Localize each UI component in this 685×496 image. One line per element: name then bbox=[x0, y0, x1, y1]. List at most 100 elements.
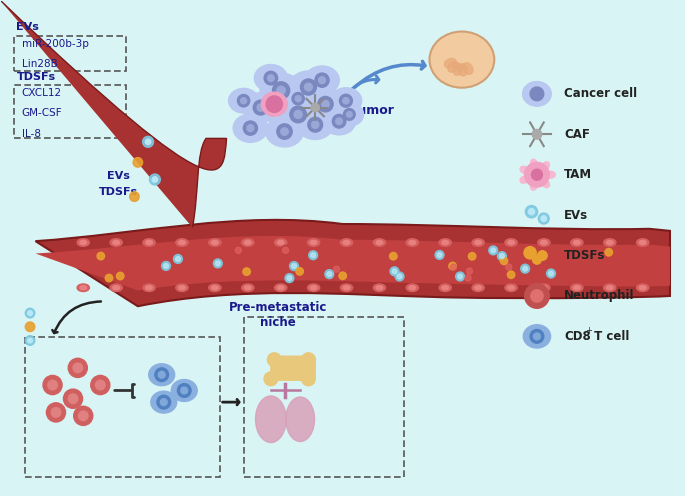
Ellipse shape bbox=[530, 181, 538, 190]
Circle shape bbox=[336, 118, 342, 124]
Circle shape bbox=[68, 358, 88, 377]
Ellipse shape bbox=[275, 239, 287, 247]
Ellipse shape bbox=[505, 284, 517, 292]
Ellipse shape bbox=[113, 241, 120, 245]
Circle shape bbox=[90, 375, 110, 395]
Circle shape bbox=[508, 271, 515, 279]
Circle shape bbox=[264, 71, 277, 85]
Circle shape bbox=[500, 257, 508, 265]
Circle shape bbox=[458, 274, 462, 279]
Circle shape bbox=[464, 266, 474, 276]
Ellipse shape bbox=[277, 241, 284, 245]
Circle shape bbox=[437, 252, 442, 257]
PathPatch shape bbox=[36, 220, 670, 306]
Ellipse shape bbox=[335, 103, 364, 126]
Ellipse shape bbox=[254, 64, 288, 92]
Ellipse shape bbox=[406, 239, 419, 247]
Ellipse shape bbox=[110, 284, 123, 292]
Circle shape bbox=[243, 121, 258, 135]
Ellipse shape bbox=[308, 239, 320, 247]
Circle shape bbox=[308, 117, 323, 132]
Ellipse shape bbox=[176, 284, 188, 292]
Ellipse shape bbox=[242, 239, 254, 247]
Text: CD8: CD8 bbox=[564, 330, 591, 343]
Ellipse shape bbox=[475, 241, 482, 245]
Ellipse shape bbox=[373, 284, 386, 292]
Text: Pre-metastatic
niche: Pre-metastatic niche bbox=[229, 301, 327, 329]
Text: TDSFs: TDSFs bbox=[99, 186, 138, 196]
Circle shape bbox=[499, 254, 504, 258]
Circle shape bbox=[282, 247, 288, 253]
Text: GM-CSF: GM-CSF bbox=[22, 109, 62, 119]
Circle shape bbox=[145, 139, 151, 144]
Ellipse shape bbox=[110, 239, 123, 247]
Circle shape bbox=[538, 213, 549, 224]
Circle shape bbox=[390, 252, 397, 260]
Circle shape bbox=[538, 251, 547, 260]
Circle shape bbox=[257, 104, 264, 111]
Circle shape bbox=[133, 158, 142, 167]
Ellipse shape bbox=[143, 284, 155, 292]
Ellipse shape bbox=[151, 391, 177, 413]
Circle shape bbox=[287, 276, 292, 281]
Circle shape bbox=[395, 272, 404, 281]
Circle shape bbox=[68, 394, 78, 404]
Circle shape bbox=[290, 106, 306, 123]
Circle shape bbox=[116, 272, 124, 280]
Circle shape bbox=[277, 86, 285, 95]
Circle shape bbox=[532, 169, 543, 180]
Circle shape bbox=[238, 95, 250, 107]
Ellipse shape bbox=[445, 59, 456, 68]
Circle shape bbox=[469, 252, 476, 260]
Ellipse shape bbox=[439, 284, 451, 292]
Ellipse shape bbox=[330, 88, 362, 114]
Circle shape bbox=[547, 269, 556, 278]
Circle shape bbox=[25, 309, 35, 318]
Ellipse shape bbox=[573, 241, 580, 245]
Circle shape bbox=[243, 268, 251, 275]
Circle shape bbox=[504, 262, 514, 272]
Ellipse shape bbox=[286, 397, 314, 441]
Circle shape bbox=[277, 124, 292, 139]
Circle shape bbox=[528, 209, 534, 215]
Ellipse shape bbox=[406, 284, 419, 292]
Ellipse shape bbox=[146, 241, 153, 245]
Circle shape bbox=[129, 192, 139, 201]
Ellipse shape bbox=[538, 284, 550, 292]
Ellipse shape bbox=[540, 241, 547, 245]
Circle shape bbox=[456, 272, 464, 281]
Ellipse shape bbox=[242, 284, 254, 292]
Circle shape bbox=[449, 262, 458, 272]
Circle shape bbox=[301, 372, 315, 386]
Circle shape bbox=[292, 264, 297, 268]
Circle shape bbox=[322, 100, 329, 108]
Circle shape bbox=[390, 267, 399, 276]
Circle shape bbox=[339, 272, 347, 280]
Circle shape bbox=[152, 177, 158, 182]
Ellipse shape bbox=[289, 71, 328, 103]
Circle shape bbox=[327, 272, 332, 276]
Circle shape bbox=[332, 264, 341, 274]
Ellipse shape bbox=[520, 166, 530, 174]
Ellipse shape bbox=[472, 284, 484, 292]
Ellipse shape bbox=[541, 162, 549, 171]
Ellipse shape bbox=[340, 239, 353, 247]
Text: EVs: EVs bbox=[564, 209, 588, 222]
Circle shape bbox=[266, 96, 282, 113]
Circle shape bbox=[525, 284, 549, 309]
Circle shape bbox=[51, 408, 61, 417]
Circle shape bbox=[532, 129, 542, 139]
Circle shape bbox=[64, 389, 83, 408]
Ellipse shape bbox=[520, 176, 530, 183]
Ellipse shape bbox=[340, 284, 353, 292]
Text: TDSFs: TDSFs bbox=[16, 72, 55, 82]
Circle shape bbox=[466, 268, 473, 274]
Text: miR-200b-3p: miR-200b-3p bbox=[22, 39, 89, 49]
Circle shape bbox=[292, 92, 304, 105]
FancyBboxPatch shape bbox=[271, 356, 315, 380]
Circle shape bbox=[541, 216, 547, 221]
Ellipse shape bbox=[573, 286, 580, 290]
Circle shape bbox=[532, 256, 542, 266]
Circle shape bbox=[294, 110, 302, 119]
Circle shape bbox=[309, 251, 318, 260]
